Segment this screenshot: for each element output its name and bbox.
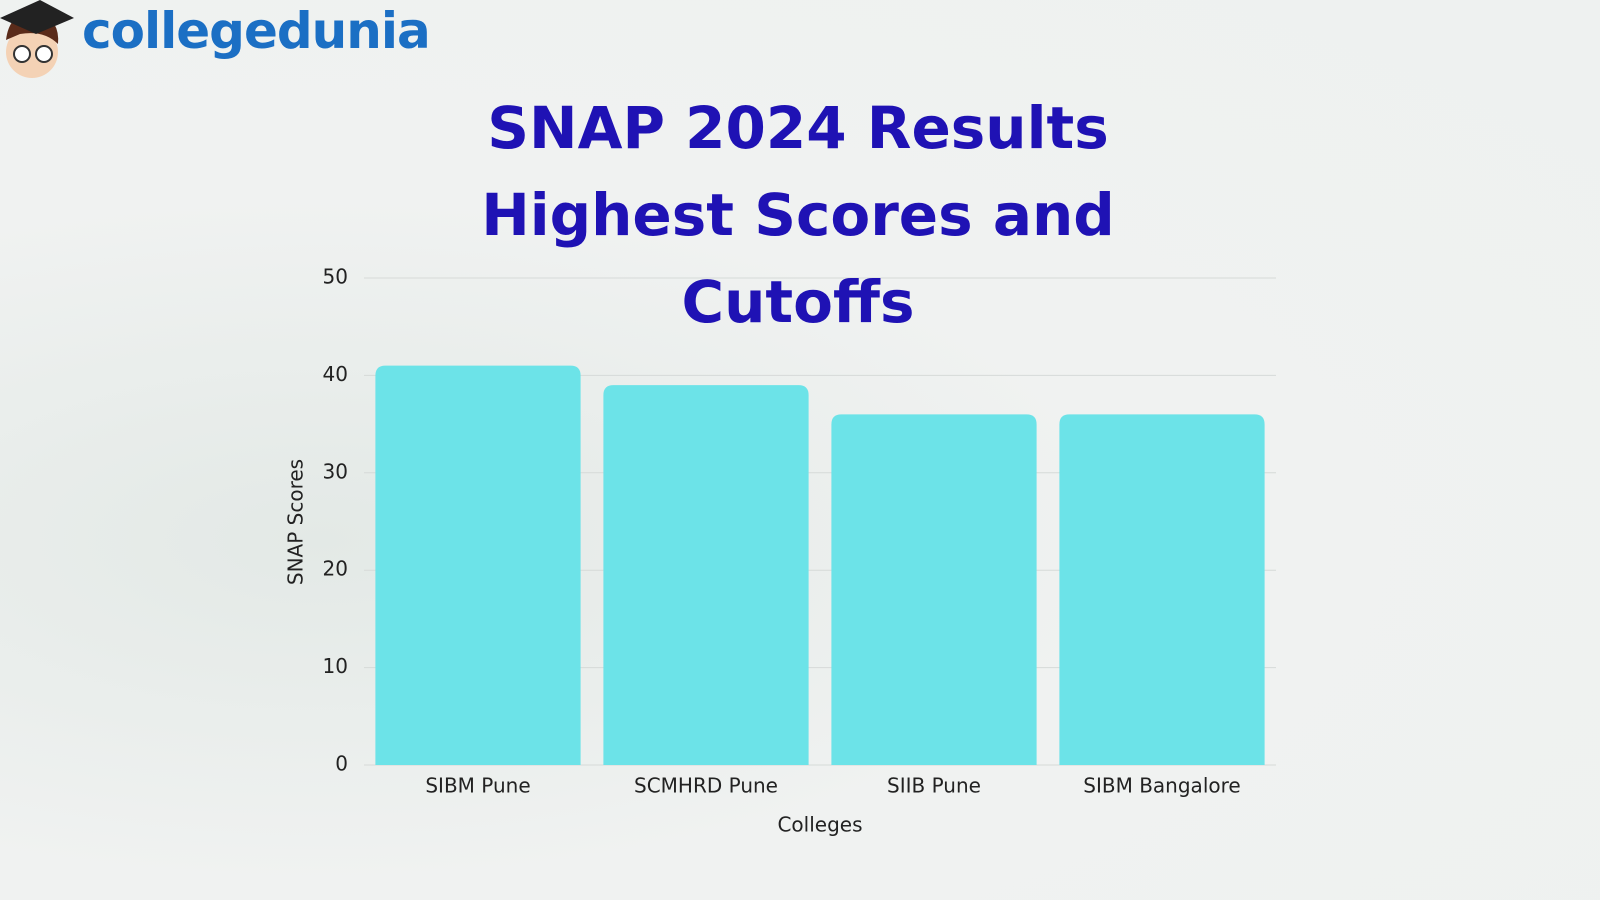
brand: collegedunia (82, 2, 431, 60)
x-tick-label: SIBM Pune (425, 774, 530, 798)
y-tick-label: 10 (323, 654, 348, 678)
bar (831, 414, 1037, 765)
x-tick-label: SIIB Pune (887, 774, 981, 798)
y-tick-label: 50 (323, 265, 348, 289)
logo-icon (0, 0, 74, 78)
x-axis-label: Colleges (777, 813, 862, 837)
chart-title: SNAP 2024 Results Highest Scores and Cut… (481, 94, 1115, 336)
y-tick-label: 20 (323, 557, 348, 581)
bar (375, 365, 581, 765)
y-tick-label: 30 (323, 459, 348, 483)
y-tick-label: 0 (335, 752, 348, 776)
x-tick-label: SCMHRD Pune (634, 774, 778, 798)
y-tick-label: 40 (323, 362, 348, 386)
x-tick-label: SIBM Bangalore (1083, 774, 1240, 798)
bar (603, 385, 809, 765)
bar (1059, 414, 1265, 765)
y-axis-label: SNAP Scores (284, 459, 308, 585)
